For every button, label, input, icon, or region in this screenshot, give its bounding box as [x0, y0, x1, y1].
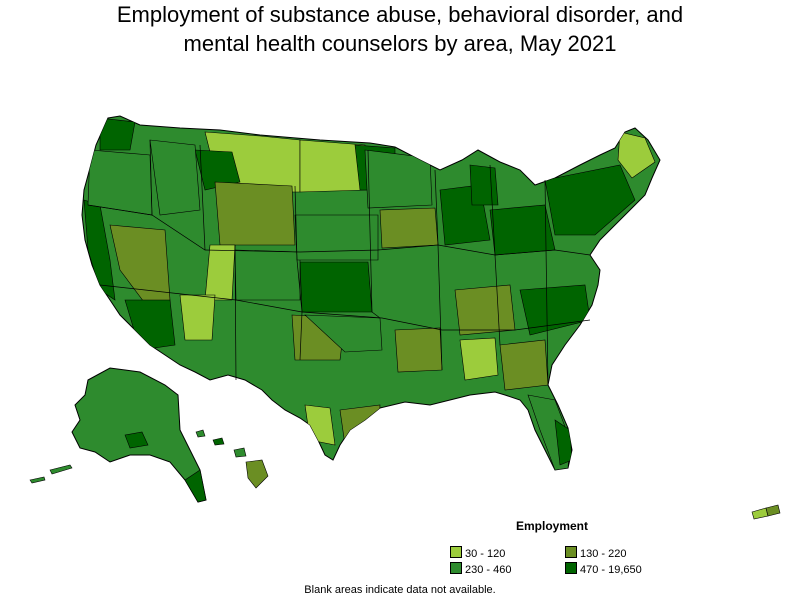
- map-title: Employment of substance abuse, behaviora…: [0, 0, 800, 58]
- area-maine: [617, 131, 656, 179]
- area-michigan: [469, 164, 499, 206]
- legend-swatch-2: [565, 546, 577, 558]
- hawaii-kauai: [195, 429, 206, 438]
- area-washington-dark: [99, 117, 136, 151]
- area-gulf-coast: [339, 404, 381, 446]
- area-northeast: [544, 164, 636, 236]
- puerto-rico-east: [765, 504, 781, 517]
- area-wyoming: [214, 181, 296, 246]
- hawaii-big-island: [245, 459, 269, 489]
- area-new-mexico-light: [179, 294, 216, 341]
- footnote: Blank areas indicate data not available.: [304, 584, 496, 596]
- legend-label-4: 470 - 19,650: [580, 564, 642, 576]
- contiguous-us-region: [81, 115, 661, 471]
- area-oregon: [87, 149, 153, 216]
- legend-swatch-3: [450, 562, 462, 574]
- legend-swatch-4: [565, 562, 577, 574]
- legend-label-3: 230 - 460: [465, 564, 512, 576]
- legend-label-2: 130 - 220: [580, 548, 627, 560]
- legend-swatch-1: [450, 546, 462, 558]
- area-georgia: [499, 339, 549, 391]
- area-carolinas: [519, 284, 591, 336]
- legend-title: Employment: [516, 519, 589, 533]
- area-minnesota: [364, 149, 433, 209]
- legend-item-1: 30 - 120: [450, 546, 506, 560]
- area-kansas: [299, 261, 373, 313]
- legend-label-1: 30 - 120: [465, 548, 506, 560]
- puerto-rico-region: [751, 504, 781, 520]
- area-arkansas-mixed: [394, 327, 443, 373]
- aleutian-islands: [29, 464, 73, 484]
- map-title-line-1: Employment of substance abuse, behaviora…: [116, 2, 684, 27]
- legend-item-3: 230 - 460: [450, 562, 512, 576]
- hawaii-maui: [233, 447, 247, 458]
- area-appalachia-mixed: [454, 284, 516, 336]
- hawaii-oahu: [212, 437, 225, 446]
- alaska-anchorage-area: [124, 431, 149, 449]
- area-idaho: [149, 139, 201, 216]
- legend-item-4: 470 - 19,650: [565, 562, 642, 576]
- area-oklahoma: [304, 314, 383, 353]
- hawaii-region: [195, 429, 269, 489]
- puerto-rico-west: [751, 507, 769, 520]
- legend-item-2: 130 - 220: [565, 546, 627, 560]
- area-colorado: [234, 249, 301, 301]
- alaska-southeast: [184, 469, 207, 503]
- area-utah-light: [204, 244, 236, 301]
- map-title-line-2: mental health counselors by area, May 20…: [183, 31, 617, 56]
- area-alabama-light: [459, 337, 499, 381]
- state-borders: [87, 139, 591, 386]
- area-iowa-mixed: [379, 207, 439, 249]
- area-arizona-dark: [124, 299, 176, 351]
- alaska-region: [29, 367, 207, 503]
- area-nebraska: [294, 214, 379, 261]
